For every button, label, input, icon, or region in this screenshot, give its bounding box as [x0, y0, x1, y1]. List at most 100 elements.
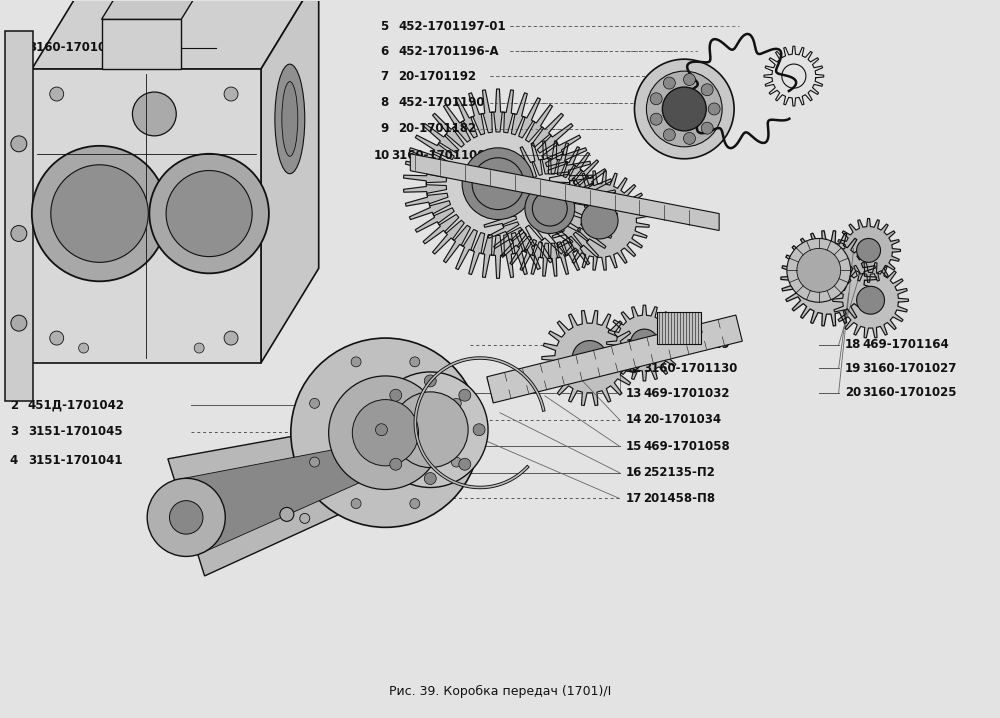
Text: 18: 18 — [845, 338, 861, 351]
Circle shape — [169, 500, 203, 534]
Text: 3151-1701045: 3151-1701045 — [28, 426, 122, 439]
Text: 16: 16 — [626, 466, 642, 479]
Circle shape — [50, 331, 64, 345]
Circle shape — [224, 331, 238, 345]
Circle shape — [630, 329, 658, 357]
Circle shape — [11, 225, 27, 241]
Circle shape — [646, 71, 722, 146]
Circle shape — [663, 129, 675, 141]
Text: 7: 7 — [380, 70, 389, 83]
Circle shape — [51, 165, 148, 262]
Circle shape — [857, 238, 881, 262]
Circle shape — [525, 184, 575, 233]
Polygon shape — [657, 312, 701, 344]
Circle shape — [683, 73, 695, 85]
Circle shape — [11, 315, 27, 331]
Polygon shape — [32, 0, 319, 69]
Text: 4: 4 — [10, 454, 18, 467]
Circle shape — [410, 357, 420, 367]
Ellipse shape — [275, 64, 305, 174]
Text: 20-1701192: 20-1701192 — [398, 70, 477, 83]
Text: 20: 20 — [845, 386, 861, 399]
Polygon shape — [410, 154, 719, 230]
Circle shape — [811, 261, 847, 297]
Circle shape — [390, 389, 402, 401]
Text: 3160-1701027: 3160-1701027 — [863, 362, 957, 375]
Text: 11: 11 — [626, 338, 642, 351]
Circle shape — [392, 392, 468, 467]
Polygon shape — [542, 310, 637, 406]
Circle shape — [532, 191, 567, 226]
Circle shape — [701, 122, 713, 134]
Circle shape — [650, 113, 662, 125]
Circle shape — [683, 132, 695, 144]
Polygon shape — [5, 32, 33, 401]
Circle shape — [462, 148, 534, 220]
Text: 252135-П2: 252135-П2 — [643, 466, 715, 479]
Circle shape — [372, 372, 488, 488]
Text: 8: 8 — [380, 96, 389, 109]
Text: 452-1701197-01: 452-1701197-01 — [398, 20, 506, 33]
Polygon shape — [102, 0, 210, 19]
Text: 14: 14 — [626, 414, 642, 426]
Circle shape — [581, 202, 618, 239]
Polygon shape — [404, 89, 592, 279]
Text: 469-1701029: 469-1701029 — [643, 338, 730, 351]
Circle shape — [375, 424, 387, 436]
Circle shape — [424, 472, 436, 485]
Circle shape — [701, 84, 713, 95]
Polygon shape — [482, 141, 617, 276]
Text: Рис. 39. Коробка передач (1701)/I: Рис. 39. Коробка передач (1701)/I — [389, 685, 611, 698]
Text: 2: 2 — [10, 399, 18, 412]
Circle shape — [797, 248, 841, 292]
Text: 3160-1701025: 3160-1701025 — [863, 386, 957, 399]
Text: 6: 6 — [380, 45, 389, 58]
Circle shape — [329, 376, 442, 490]
Circle shape — [166, 171, 252, 256]
Text: 3151-1701041: 3151-1701041 — [28, 454, 122, 467]
Text: 9: 9 — [380, 122, 389, 135]
Circle shape — [310, 457, 320, 467]
Polygon shape — [487, 315, 742, 403]
Circle shape — [351, 498, 361, 508]
Text: 3160-1701100: 3160-1701100 — [391, 149, 486, 162]
Polygon shape — [168, 411, 449, 576]
Polygon shape — [261, 0, 319, 363]
Polygon shape — [833, 263, 908, 338]
Circle shape — [79, 343, 89, 353]
Polygon shape — [837, 218, 900, 282]
Text: 15: 15 — [626, 439, 642, 453]
Circle shape — [410, 498, 420, 508]
Circle shape — [390, 458, 402, 470]
Circle shape — [32, 146, 167, 281]
Circle shape — [663, 77, 675, 89]
Circle shape — [132, 92, 176, 136]
Text: 3160-1701130: 3160-1701130 — [643, 362, 738, 375]
Text: 451Д-1701042: 451Д-1701042 — [28, 399, 125, 412]
Circle shape — [291, 338, 480, 527]
Text: 17: 17 — [626, 492, 642, 505]
Text: 5: 5 — [380, 20, 389, 33]
Polygon shape — [781, 230, 877, 326]
Ellipse shape — [282, 82, 298, 157]
Circle shape — [451, 398, 461, 409]
Circle shape — [662, 87, 706, 131]
Circle shape — [787, 238, 851, 302]
Text: 3160-1701015: 3160-1701015 — [28, 42, 122, 55]
Text: 1: 1 — [10, 42, 18, 55]
Circle shape — [459, 389, 471, 401]
Circle shape — [708, 103, 720, 115]
Text: 469-1701032: 469-1701032 — [643, 387, 730, 400]
Text: 452-1701196-А: 452-1701196-А — [398, 45, 499, 58]
Polygon shape — [500, 159, 600, 258]
Circle shape — [472, 158, 524, 210]
Text: 201458-П8: 201458-П8 — [643, 492, 716, 505]
Circle shape — [194, 343, 204, 353]
Circle shape — [572, 340, 607, 376]
Circle shape — [650, 93, 662, 105]
Circle shape — [352, 400, 419, 466]
Circle shape — [280, 508, 294, 521]
Polygon shape — [175, 429, 443, 554]
Polygon shape — [32, 69, 261, 363]
Circle shape — [310, 398, 320, 409]
